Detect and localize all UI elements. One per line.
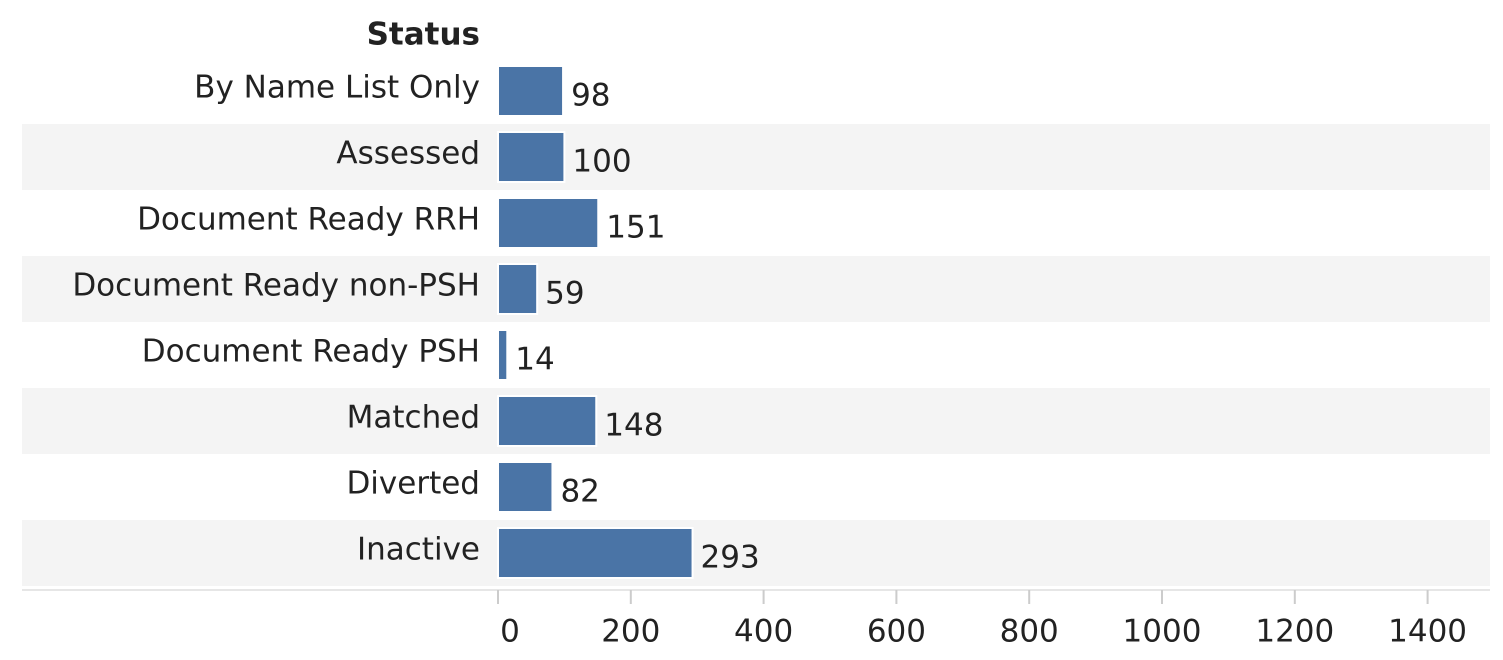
x-tick-label: 0 [500, 614, 520, 650]
bar [497, 131, 566, 183]
bar [497, 395, 598, 447]
value-label: 82 [560, 474, 599, 510]
bar [497, 329, 509, 381]
row-header: Status [367, 17, 480, 53]
category-label: Document Ready non-PSH [72, 268, 480, 304]
row-band [22, 520, 1490, 586]
category-label: By Name List Only [194, 70, 480, 106]
row-band [22, 124, 1490, 190]
x-tick-label: 400 [734, 614, 793, 650]
x-tick-label: 1400 [1388, 614, 1467, 650]
category-label: Document Ready RRH [137, 202, 480, 238]
x-tick-label: 1000 [1123, 614, 1202, 650]
value-label: 59 [545, 276, 584, 312]
bar [497, 197, 600, 249]
row-band [22, 256, 1490, 322]
bar [497, 65, 565, 117]
x-tick-label: 200 [601, 614, 660, 650]
value-label: 293 [701, 540, 760, 576]
value-label: 98 [571, 78, 610, 114]
bar [497, 527, 694, 579]
category-label: Assessed [336, 136, 480, 172]
category-label: Matched [347, 400, 480, 436]
category-label: Inactive [357, 532, 480, 568]
category-label: Document Ready PSH [142, 334, 480, 370]
value-label: 100 [572, 144, 631, 180]
category-label: Diverted [346, 466, 480, 502]
row-band [22, 388, 1490, 454]
bar [497, 461, 554, 513]
bar [497, 263, 539, 315]
x-tick-label: 600 [867, 614, 926, 650]
value-label: 14 [515, 342, 554, 378]
value-label: 151 [606, 210, 665, 246]
value-label: 148 [604, 408, 663, 444]
x-tick-label: 800 [1000, 614, 1059, 650]
x-tick-label: 1200 [1255, 614, 1334, 650]
